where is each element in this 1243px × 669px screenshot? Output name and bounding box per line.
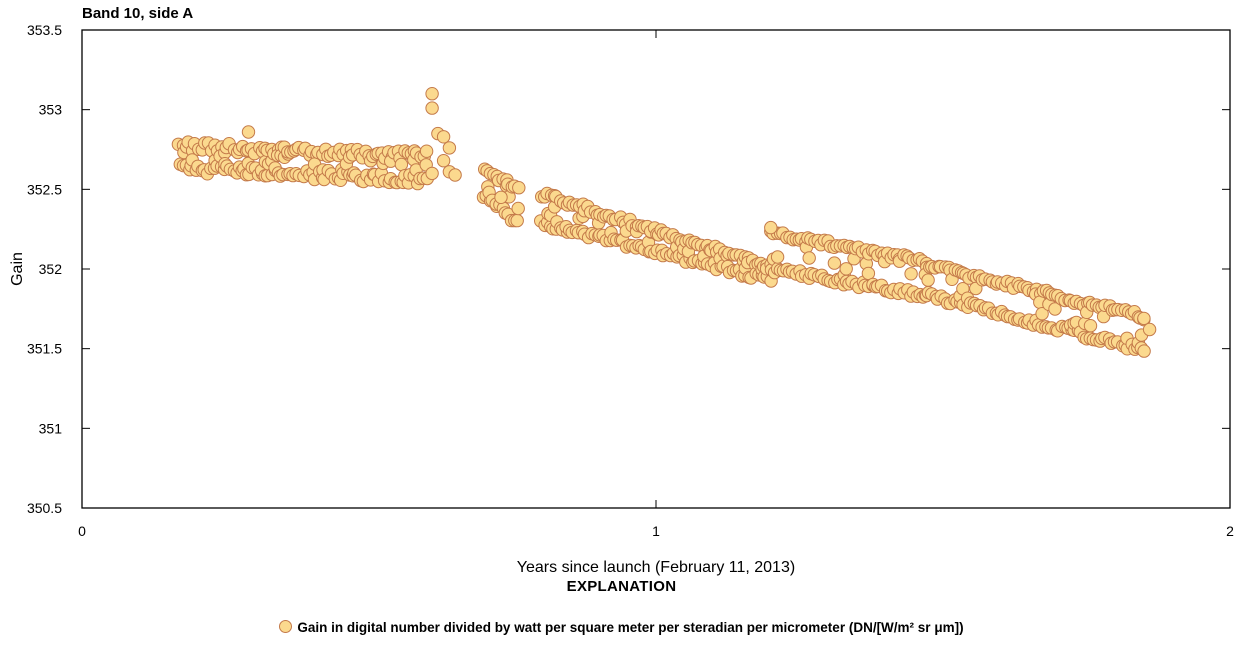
data-point <box>419 144 434 158</box>
data-point <box>1083 319 1098 333</box>
chart-title: Band 10, side A <box>82 5 193 22</box>
data-point <box>1137 344 1151 358</box>
data-point <box>241 125 256 139</box>
data-point <box>448 168 462 182</box>
data-points <box>171 87 1157 358</box>
y-tick-label: 352.5 <box>27 181 62 197</box>
data-point <box>510 213 524 228</box>
data-point <box>839 262 853 276</box>
y-tick-label: 353 <box>39 102 63 118</box>
tick-labels: 350.5 351 351.5 352 352.5 353 353.5 0 1 2 <box>27 22 1234 539</box>
data-point <box>921 273 935 287</box>
data-point <box>425 87 439 101</box>
data-point <box>425 166 439 181</box>
data-point <box>1142 322 1157 337</box>
plot-frame <box>81 29 1231 509</box>
y-tick-label: 353.5 <box>27 22 62 38</box>
data-point <box>494 190 508 205</box>
data-point <box>511 201 525 216</box>
legend: Gain in digital number divided by watt p… <box>0 620 1243 635</box>
y-tick-label: 352 <box>39 261 63 277</box>
data-point <box>770 250 785 264</box>
x-tick-label: 2 <box>1226 523 1234 539</box>
data-point <box>1048 302 1062 316</box>
data-point <box>394 157 409 172</box>
data-point <box>861 266 876 281</box>
legend-marker-icon <box>279 620 293 633</box>
data-point <box>425 101 439 115</box>
explanation-heading: EXPLANATION <box>566 578 677 595</box>
data-point <box>512 181 526 195</box>
legend-label: Gain in digital number divided by watt p… <box>297 620 964 635</box>
y-axis-title: Gain <box>9 252 26 286</box>
y-tick-label: 351.5 <box>27 341 62 357</box>
data-point <box>827 256 842 270</box>
data-point <box>436 130 451 144</box>
x-tick-label: 1 <box>652 523 660 539</box>
data-point <box>1035 307 1049 321</box>
data-point <box>764 220 778 235</box>
data-point <box>1137 311 1151 326</box>
y-tick-label: 350.5 <box>27 500 62 516</box>
y-tick-label: 351 <box>39 420 63 436</box>
data-point <box>904 267 918 281</box>
x-axis-title: Years since launch (February 11, 2013) <box>517 559 795 576</box>
data-point <box>802 251 816 265</box>
data-point <box>436 154 451 168</box>
x-tick-label: 0 <box>78 523 86 539</box>
data-point <box>442 141 457 155</box>
axis-ticks <box>82 30 1230 508</box>
